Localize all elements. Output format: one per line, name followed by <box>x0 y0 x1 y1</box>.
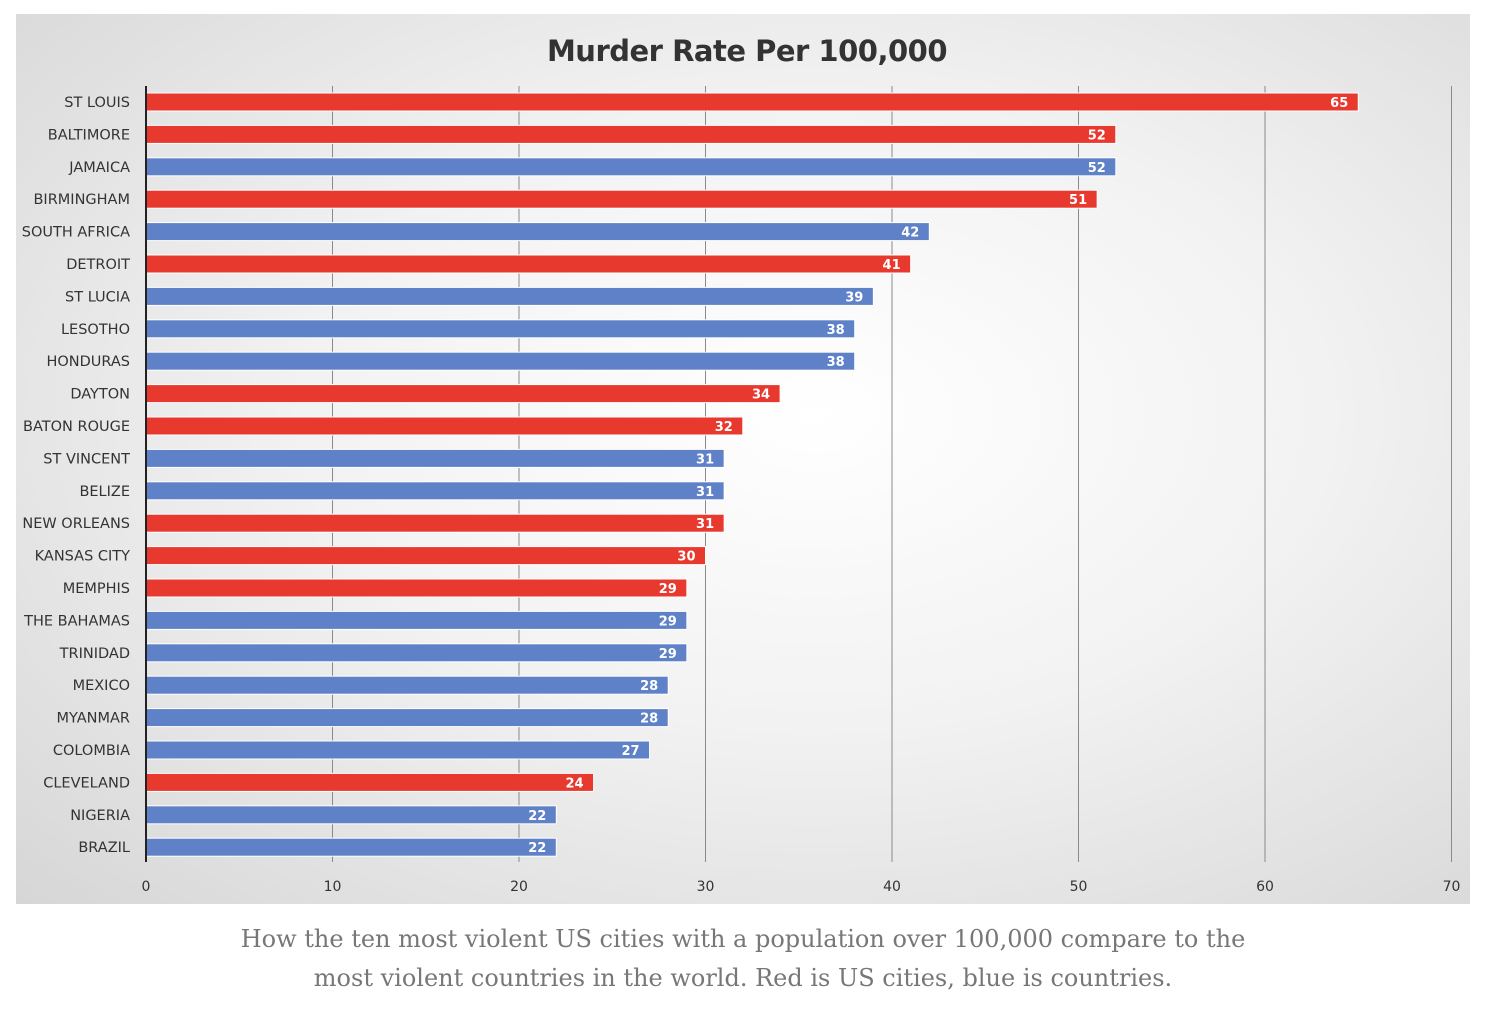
bar <box>145 740 651 760</box>
category-label: THE BAHAMAS <box>23 613 130 629</box>
bar-value-label: 29 <box>659 614 677 629</box>
category-label: BALTIMORE <box>48 127 130 143</box>
bar-value-label: 51 <box>1069 193 1087 208</box>
bar <box>145 351 856 371</box>
bar-value-label: 24 <box>566 776 584 791</box>
bar <box>145 384 781 404</box>
category-label: BRAZIL <box>78 840 130 856</box>
bar <box>145 610 688 630</box>
bar <box>145 708 669 728</box>
bar-value-label: 28 <box>640 712 658 727</box>
category-label: ST LUCIA <box>65 289 130 305</box>
bar <box>145 837 557 857</box>
bar <box>145 578 688 598</box>
bar-value-label: 29 <box>659 647 677 662</box>
category-label: MEMPHIS <box>63 581 130 597</box>
bar-value-label: 27 <box>621 744 639 759</box>
bar <box>145 254 912 274</box>
category-label: MYANMAR <box>56 711 130 727</box>
bar-value-label: 41 <box>883 258 901 273</box>
bar-value-label: 32 <box>715 420 733 435</box>
bar <box>145 416 744 436</box>
category-label: HONDURAS <box>46 354 130 370</box>
category-label: LESOTHO <box>61 322 130 338</box>
category-label: JAMAICA <box>68 160 130 176</box>
chart-panel: Murder Rate Per 100,000 65 52 52 51 42 41 39 38… <box>16 14 1470 904</box>
category-label: COLOMBIA <box>53 743 130 759</box>
category-label: NIGERIA <box>70 808 130 824</box>
bar <box>145 189 1098 209</box>
bar <box>145 448 725 468</box>
category-label: DAYTON <box>70 387 130 403</box>
bar-value-label: 22 <box>528 809 546 824</box>
bars: 65 52 52 51 42 41 39 38 38 34 32 31 31 31 30 29 29 29 28 28… <box>145 92 1359 857</box>
category-label: NEW ORLEANS <box>22 516 130 532</box>
x-tick-label: 40 <box>883 879 901 895</box>
bar <box>145 92 1359 112</box>
bar <box>145 157 1117 177</box>
bar-value-label: 42 <box>901 226 919 241</box>
bar <box>145 319 856 339</box>
bar <box>145 772 595 792</box>
bar-chart: 65 52 52 51 42 41 39 38 38 34 32 31 31 31 30 29 29 29 28 28… <box>22 86 1461 895</box>
caption-line-2: most violent countries in the world. Red… <box>313 964 1173 992</box>
figure-caption: How the ten most violent US cities with … <box>100 920 1386 998</box>
bar-value-label: 38 <box>827 323 845 338</box>
bar-value-label: 30 <box>677 550 695 565</box>
bar-value-label: 65 <box>1330 96 1348 111</box>
bar-value-label: 22 <box>528 841 546 856</box>
bar <box>145 546 706 566</box>
bar-value-label: 31 <box>696 517 714 532</box>
x-tick-label: 30 <box>697 879 715 895</box>
x-tick-label: 50 <box>1070 879 1088 895</box>
bar-value-label: 38 <box>827 355 845 370</box>
bar <box>145 481 725 501</box>
category-label: MEXICO <box>73 678 130 694</box>
bar-value-label: 31 <box>696 485 714 500</box>
bar <box>145 643 688 663</box>
category-label: DETROIT <box>66 257 130 273</box>
x-tick-label: 20 <box>510 879 528 895</box>
bar <box>145 222 930 242</box>
bar-value-label: 52 <box>1088 128 1106 143</box>
gridlines <box>332 86 1452 862</box>
category-label: TRINIDAD <box>59 646 130 662</box>
category-label: SOUTH AFRICA <box>22 225 130 241</box>
x-tick-label: 70 <box>1443 879 1461 895</box>
x-tick-label: 10 <box>324 879 342 895</box>
x-tick-label: 0 <box>142 879 151 895</box>
category-label: ST LOUIS <box>64 95 130 111</box>
category-label: BIRMINGHAM <box>33 192 130 208</box>
bar-value-label: 52 <box>1088 161 1106 176</box>
bar-value-label: 29 <box>659 582 677 597</box>
bar <box>145 675 669 695</box>
category-label: BELIZE <box>79 484 130 500</box>
bar-value-label: 31 <box>696 452 714 467</box>
category-label: KANSAS CITY <box>35 549 130 565</box>
bar-value-label: 34 <box>752 388 770 403</box>
bar <box>145 513 725 533</box>
bar <box>145 286 874 306</box>
bar-value-label: 39 <box>845 290 863 305</box>
caption-line-1: How the ten most violent US cities with … <box>240 925 1246 953</box>
category-label: BATON ROUGE <box>23 419 130 435</box>
category-label: ST VINCENT <box>43 451 130 467</box>
chart-title: Murder Rate Per 100,000 <box>546 34 948 68</box>
category-label: CLEVELAND <box>43 775 130 791</box>
axes: 0 10 20 30 40 50 60 70 ST LOUIS BALTIMORE JAMAICA B… <box>22 86 1461 895</box>
bar <box>145 805 557 825</box>
x-tick-label: 60 <box>1256 879 1274 895</box>
bar-value-label: 28 <box>640 679 658 694</box>
bar <box>145 124 1117 144</box>
